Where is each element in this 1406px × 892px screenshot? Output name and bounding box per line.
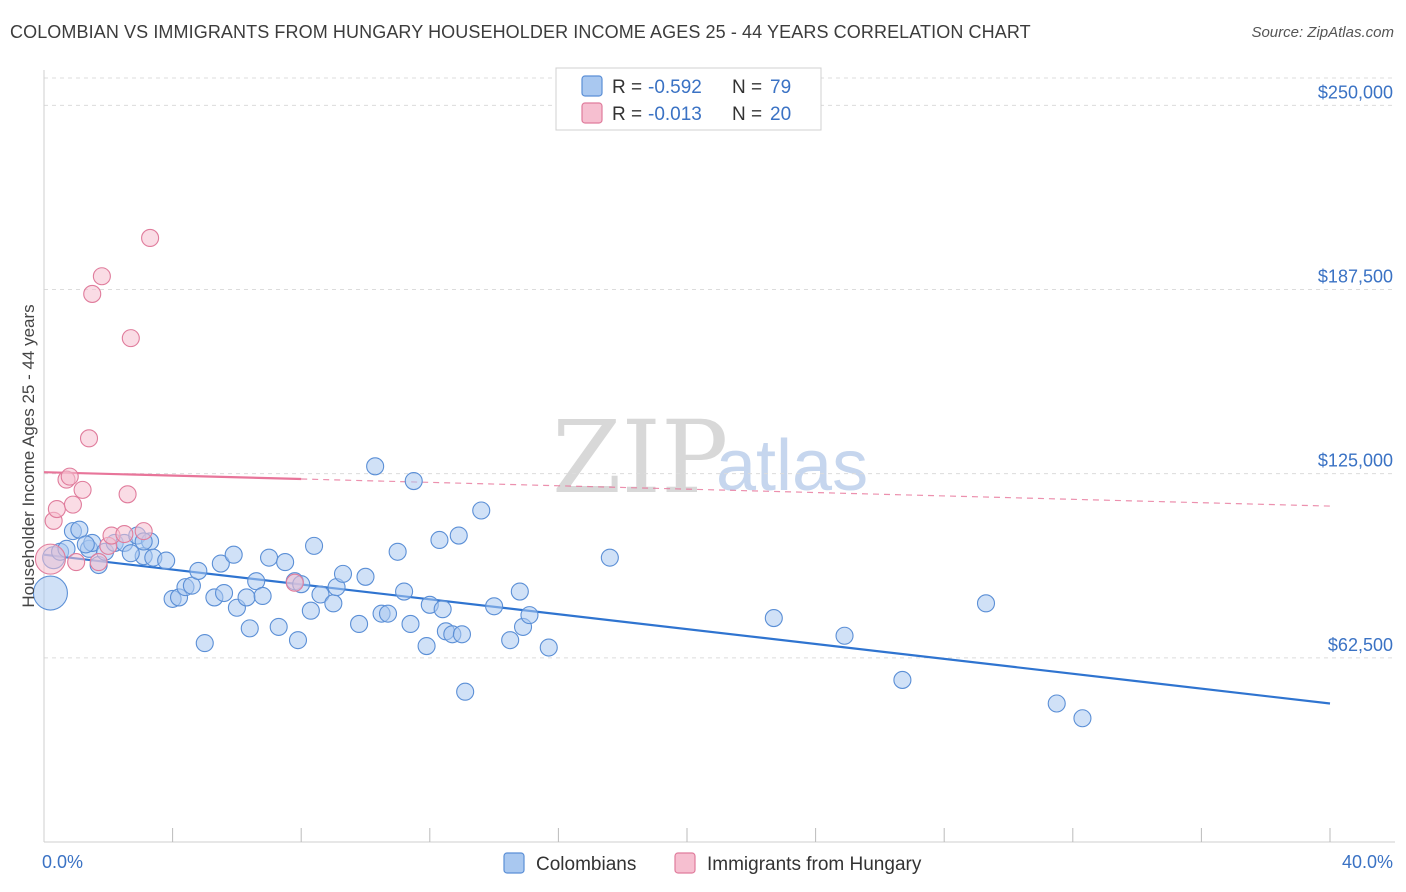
point-colombians bbox=[976, 594, 996, 613]
y-axis-label: Householder Income Ages 25 - 44 years bbox=[19, 304, 38, 607]
point-colombians bbox=[333, 564, 353, 583]
watermark-zip: ZIP bbox=[552, 399, 728, 516]
point-hungary bbox=[73, 480, 92, 499]
y-tick-label: $125,000 bbox=[1318, 451, 1393, 471]
point-colombians bbox=[195, 634, 214, 653]
source-label: Source: ZipAtlas.com bbox=[1251, 24, 1394, 41]
point-colombians bbox=[324, 594, 343, 613]
point-hungary bbox=[285, 573, 304, 592]
point-hungary bbox=[67, 553, 86, 572]
legend-n-value-1: 79 bbox=[770, 77, 791, 98]
point-hungary bbox=[134, 522, 153, 541]
point-colombians bbox=[121, 544, 140, 563]
point-colombians bbox=[259, 548, 279, 567]
legend-swatch-colombians bbox=[581, 75, 603, 97]
point-colombians bbox=[157, 551, 176, 570]
point-colombians bbox=[893, 670, 912, 689]
point-colombians bbox=[378, 604, 398, 623]
point-hungary bbox=[115, 525, 134, 544]
point-colombians bbox=[76, 535, 95, 554]
point-colombians bbox=[350, 614, 369, 634]
legend-r-label-1: R = bbox=[612, 77, 642, 98]
point-hungary bbox=[89, 553, 108, 572]
point-colombians bbox=[269, 617, 288, 636]
legend-n-value-2: 20 bbox=[770, 104, 791, 125]
legend-n-label-1: N = bbox=[732, 77, 762, 98]
point-hungary bbox=[141, 228, 160, 248]
point-colombians bbox=[764, 609, 783, 628]
point-colombians bbox=[501, 631, 520, 650]
point-colombians bbox=[214, 583, 234, 603]
point-colombians bbox=[189, 561, 208, 580]
point-colombians bbox=[401, 614, 420, 634]
point-colombians bbox=[835, 626, 854, 645]
point-colombians bbox=[404, 471, 423, 491]
point-colombians bbox=[417, 637, 436, 656]
y-tick-labels: $62,500 $125,000 $187,500 $250,000 bbox=[1318, 82, 1393, 654]
series-label-colombians: Colombians bbox=[536, 854, 636, 875]
point-colombians bbox=[600, 548, 619, 567]
point-colombians bbox=[388, 542, 407, 561]
point-colombians bbox=[356, 567, 375, 586]
point-hungary bbox=[92, 267, 111, 286]
point-colombians bbox=[305, 536, 324, 555]
point-hungary bbox=[121, 329, 140, 348]
point-colombians bbox=[32, 575, 68, 611]
legend-r-label-2: R = bbox=[612, 104, 642, 125]
point-colombians bbox=[253, 586, 272, 606]
point-colombians bbox=[288, 631, 308, 650]
series-swatch-colombians bbox=[503, 852, 525, 874]
series-label-hungary: Immigrants from Hungary bbox=[707, 854, 922, 875]
point-colombians bbox=[472, 501, 491, 520]
point-colombians bbox=[237, 588, 256, 607]
legend-swatch-hungary bbox=[581, 102, 603, 124]
axes bbox=[43, 70, 1395, 843]
point-hungary bbox=[83, 284, 102, 303]
point-hungary bbox=[60, 467, 79, 486]
point-colombians bbox=[1047, 694, 1066, 713]
point-hungary bbox=[34, 543, 66, 575]
point-colombians bbox=[276, 553, 295, 572]
point-hungary bbox=[79, 429, 99, 448]
point-hungary bbox=[118, 485, 137, 504]
point-colombians bbox=[301, 601, 320, 620]
point-colombians bbox=[311, 585, 330, 604]
point-colombians bbox=[510, 582, 529, 601]
point-colombians bbox=[433, 600, 452, 619]
point-colombians bbox=[366, 457, 385, 476]
point-colombians bbox=[449, 526, 468, 545]
series-swatch-hungary bbox=[674, 852, 696, 874]
trend-line-hungary bbox=[43, 471, 302, 481]
point-colombians bbox=[485, 597, 504, 616]
point-hungary bbox=[47, 499, 66, 519]
chart-title: COLOMBIAN VS IMMIGRANTS FROM HUNGARY HOU… bbox=[10, 22, 1031, 42]
point-colombians bbox=[240, 619, 259, 638]
y-tick-label: $62,500 bbox=[1328, 635, 1393, 655]
watermark-atlas: atlas bbox=[716, 426, 868, 506]
point-colombians bbox=[395, 582, 414, 601]
trend-line-colombians bbox=[43, 553, 1331, 705]
point-colombians bbox=[456, 682, 475, 701]
legend-n-label-2: N = bbox=[732, 104, 762, 125]
point-colombians bbox=[211, 554, 230, 573]
point-colombians bbox=[539, 638, 558, 657]
correlation-legend: R = -0.592 N = 79 R = -0.013 N = 20 bbox=[555, 67, 822, 131]
scatter-points bbox=[32, 228, 1092, 728]
x-tick-label-max: 40.0% bbox=[1342, 852, 1393, 872]
point-colombians bbox=[452, 625, 472, 644]
legend-r-value-2: -0.013 bbox=[648, 104, 702, 125]
grid-lines bbox=[44, 77, 1395, 659]
series-legend: Colombians Immigrants from Hungary bbox=[503, 852, 922, 875]
point-colombians bbox=[430, 530, 449, 550]
point-hungary bbox=[63, 495, 82, 514]
point-colombians bbox=[224, 545, 243, 564]
x-tick-label-min: 0.0% bbox=[42, 852, 83, 872]
legend-r-value-1: -0.592 bbox=[648, 77, 702, 98]
y-tick-label: $250,000 bbox=[1318, 82, 1393, 102]
y-tick-label: $187,500 bbox=[1318, 267, 1393, 287]
point-colombians bbox=[520, 606, 539, 625]
point-colombians bbox=[1073, 709, 1092, 728]
